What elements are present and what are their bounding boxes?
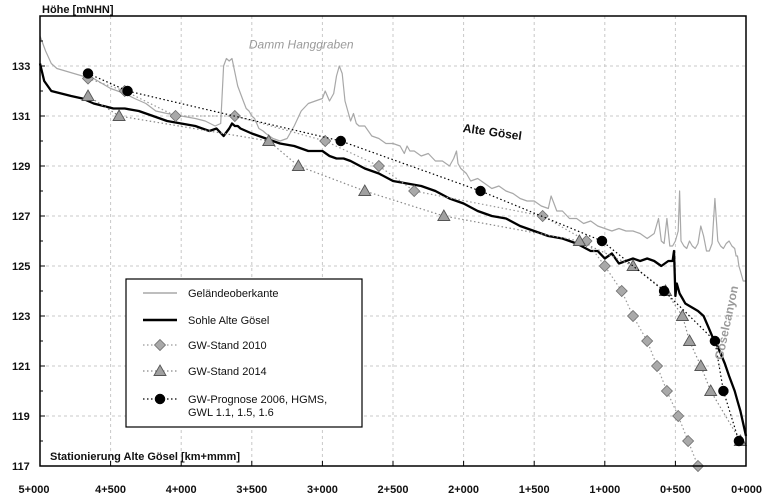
data-point-circle [335,135,347,147]
y-tick-label: 123 [12,311,30,323]
data-point-diamond [169,109,182,123]
y-tick-label: 131 [12,111,30,123]
data-point-diamond [660,384,673,398]
annotation-damm-hanggraben: Damm Hanggraben [249,38,354,52]
x-tick-label: 5+000 [19,484,50,496]
y-axis-label: Höhe [mNHN] [42,4,114,16]
legend-marker-triangle [153,364,167,376]
legend-label: GW-Stand 2014 [188,366,267,378]
x-tick-label: 4+000 [166,484,197,496]
series-layer [38,35,748,473]
legend-label-line: Geländeoberkante [188,288,279,300]
series-gw-prognose-2006-hgms [82,68,745,447]
series-line [87,72,740,442]
data-point-triangle [675,309,690,321]
data-point-diamond [682,434,695,448]
data-point-triangle [703,384,718,396]
data-point-diamond [650,359,664,373]
y-tick-label: 119 [12,411,30,423]
series-line [39,35,746,282]
data-point-diamond [372,159,385,173]
data-point-triangle [112,109,126,121]
legend-label-line: GW-Stand 2014 [188,366,267,378]
legend-label-line: GWL 1.1, 1.5, 1.6 [188,407,274,419]
data-point-triangle [81,89,95,101]
y-tick-label: 127 [12,211,30,223]
x-tick-label: 1+000 [589,484,620,496]
x-tick-label: 2+500 [378,484,409,496]
legend-label: GW-Stand 2010 [188,340,267,352]
y-tick-label: 129 [12,161,30,173]
legend: Geländeoberkante Sohle Alte Gösel GW-Stand… [125,278,363,428]
x-tick-label: 3+500 [236,484,267,496]
legend-label-line: Sohle Alte Gösel [188,315,269,327]
series-line [38,63,748,437]
y-tick-label: 117 [12,461,30,473]
series-gel-ndeoberkante [39,35,746,282]
data-point-triangle [694,359,708,371]
data-point-circle [122,85,133,97]
series-sohle-alte-g-sel [38,63,748,437]
legend-marker-circle [154,393,166,405]
x-axis-label: Stationierung Alte Gösel [km+mmm] [50,451,240,463]
x-tick-label: 4+500 [95,484,126,496]
data-point-diamond [641,334,654,348]
x-tick-label: 3+000 [307,484,338,496]
y-tick-label: 133 [12,61,30,73]
data-point-circle [733,435,745,447]
y-tick-label: 125 [12,261,30,273]
data-point-diamond [536,209,549,223]
series-line [87,95,741,442]
data-point-circle [718,385,729,397]
data-point-diamond [598,259,611,273]
legend-label: Geländeoberkante [188,288,279,300]
x-tick-label: 0+000 [731,484,762,496]
data-point-triangle [682,334,697,346]
y-tick-label: 121 [12,361,30,373]
x-tick-label: 1+500 [519,484,550,496]
data-point-diamond [626,309,640,323]
data-point-circle [596,235,608,247]
legend-label-line: GW-Stand 2010 [188,340,267,352]
data-point-diamond [615,284,628,298]
legend-label-line: GW-Prognose 2006, HGMS, [188,394,327,406]
axis-layer: 5+000 4+500 4+000 3+500 3+000 2+500 2+000 1+500… [12,40,762,496]
x-tick-label: 2+000 [448,484,479,496]
legend-marker-diamond [153,338,167,352]
legend-label: Sohle Alte Gösel [188,315,269,327]
data-point-diamond [672,409,685,423]
data-point-triangle [261,134,276,146]
data-point-triangle [437,209,451,221]
x-tick-label: 0+500 [660,484,691,496]
legend-box [125,278,363,428]
legend-label: GW-Prognose 2006, HGMS, GWL 1.1, 1.5, 1.6 [188,394,327,419]
data-point-circle [658,285,670,297]
data-point-circle [475,185,486,197]
data-point-circle [82,68,94,79]
data-point-diamond [408,184,421,198]
data-point-triangle [357,184,372,196]
data-point-triangle [291,159,306,171]
data-point-triangle [572,234,587,246]
data-point-circle [709,335,721,347]
